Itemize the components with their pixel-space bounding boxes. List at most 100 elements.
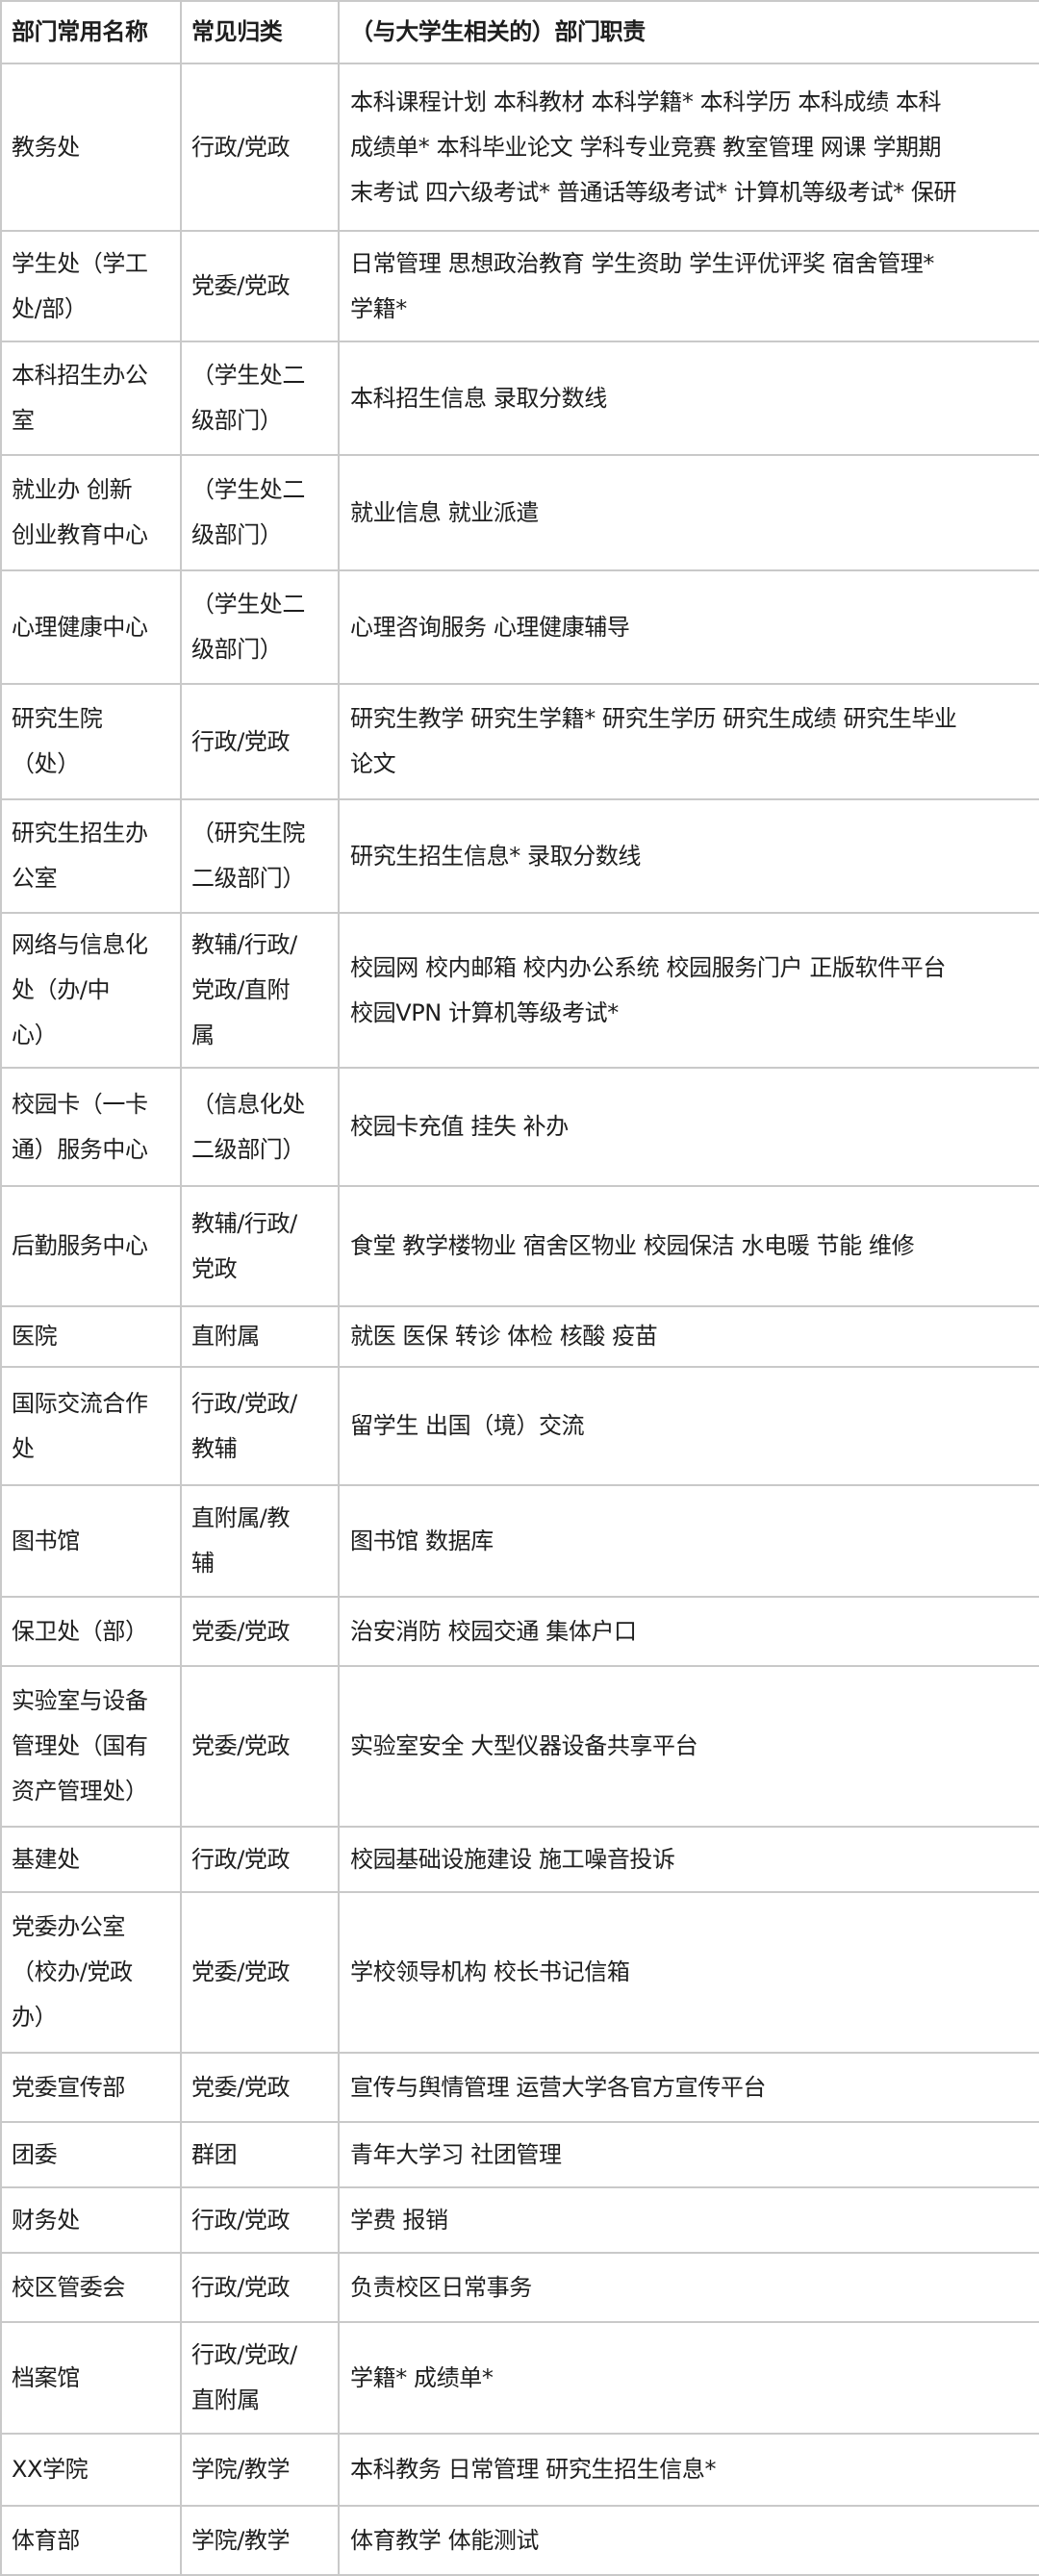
table-row: 保卫处（部） 党委/党政 治安消防 校园交通 集体户口 [0, 1596, 1039, 1667]
category-cell: 教辅/行政/ 党政/直附 属 [180, 912, 340, 1069]
department-name-cell: 党委办公室 （校办/党政 办） [0, 1891, 182, 2054]
table-row: 教务处 行政/党政 本科课程计划 本科教材 本科学籍* 本科学历 本科成绩 本科 成… [0, 63, 1039, 232]
category-cell: 党委/党政 [180, 1665, 340, 1828]
table-row: 学生处（学工 处/部） 党委/党政 日常管理 思想政治教育 学生资助 学生评优评奖 … [0, 230, 1039, 342]
category-cell: （信息化处 二级部门） [180, 1067, 340, 1187]
table-row: 基建处 行政/党政 校园基础设施建设 施工噪音投诉 [0, 1826, 1039, 1893]
category-cell: 学院/教学 [180, 2433, 340, 2507]
department-name-cell: 后勤服务中心 [0, 1185, 182, 1307]
category-cell: 党委/党政 [180, 230, 340, 342]
department-name-cell: 校园卡（一卡 通）服务中心 [0, 1067, 182, 1187]
department-name-cell: 校区管委会 [0, 2252, 182, 2323]
category-cell: 行政/党政 [180, 683, 340, 800]
category-cell: 党委/党政 [180, 2052, 340, 2123]
table-row: 研究生招生办 公室 （研究生院 二级部门） 研究生招生信息* 录取分数线 [0, 798, 1039, 914]
duties-cell: 就医 医保 转诊 体检 核酸 疫苗 [338, 1305, 1039, 1368]
table-row: 网络与信息化 处（办/中 心） 教辅/行政/ 党政/直附 属校园网 校内邮箱 校内… [0, 912, 1039, 1069]
duties-cell: 学费 报销 [338, 2186, 1039, 2254]
department-name-cell: 学生处（学工 处/部） [0, 230, 182, 342]
duties-cell: 校园基础设施建设 施工噪音投诉 [338, 1826, 1039, 1893]
department-name-cell: 本科招生办公 室 [0, 341, 182, 456]
duties-cell: 研究生教学 研究生学籍* 研究生学历 研究生成绩 研究生毕业 论文 [338, 683, 1039, 800]
table-row: 研究生院 （处） 行政/党政 研究生教学 研究生学籍* 研究生学历 研究生成绩 研究… [0, 683, 1039, 800]
department-name-cell: 实验室与设备 管理处（国有 资产管理处） [0, 1665, 182, 1828]
duties-cell: 研究生招生信息* 录取分数线 [338, 798, 1039, 914]
duties-cell: 治安消防 校园交通 集体户口 [338, 1596, 1039, 1667]
duties-cell: 心理咨询服务 心理健康辅导 [338, 569, 1039, 685]
table-row: 团委 群团 青年大学习 社团管理 [0, 2121, 1039, 2188]
category-cell: 教辅/行政/ 党政 [180, 1185, 340, 1307]
category-cell: 直附属/教 辅 [180, 1484, 340, 1598]
table-row: 实验室与设备 管理处（国有 资产管理处） 党委/党政 实验室安全 大型仪器设备共享平… [0, 1665, 1039, 1828]
duties-cell: 日常管理 思想政治教育 学生资助 学生评优评奖 宿舍管理* 学籍* [338, 230, 1039, 342]
duties-cell: 校园卡充值 挂失 补办 [338, 1067, 1039, 1187]
category-cell: 党委/党政 [180, 1596, 340, 1667]
category-cell: 行政/党政 [180, 63, 340, 232]
department-name-cell: 教务处 [0, 63, 182, 232]
department-name-cell: 就业办 创新 创业教育中心 [0, 454, 182, 571]
department-name-cell: 研究生招生办 公室 [0, 798, 182, 914]
table-row: 校园卡（一卡 通）服务中心 （信息化处 二级部门） 校园卡充值 挂失 补办 [0, 1067, 1039, 1187]
table-row: 本科招生办公 室（学生处二 级部门） 本科招生信息 录取分数线 [0, 341, 1039, 456]
duties-cell: 青年大学习 社团管理 [338, 2121, 1039, 2188]
department-name-cell: 财务处 [0, 2186, 182, 2254]
department-name-cell: 心理健康中心 [0, 569, 182, 685]
table-row: 党委宣传部 党委/党政 宣传与舆情管理 运营大学各官方宣传平台 [0, 2052, 1039, 2123]
department-name-cell: 保卫处（部） [0, 1596, 182, 1667]
header-duties: （与大学生相关的）部门职责 [338, 0, 1039, 64]
category-cell: 学院/教学 [180, 2505, 340, 2576]
category-cell: 行政/党政/ 直附属 [180, 2321, 340, 2435]
duties-cell: 体育教学 体能测试 [338, 2505, 1039, 2576]
department-name-cell: 团委 [0, 2121, 182, 2188]
category-cell: （学生处二 级部门） [180, 341, 340, 456]
table-row: 体育部 学院/教学 体育教学 体能测试 [0, 2505, 1039, 2576]
duties-cell: 学籍* 成绩单* [338, 2321, 1039, 2435]
duties-cell: 留学生 出国（境）交流 [338, 1366, 1039, 1486]
duties-cell: 就业信息 就业派遣 [338, 454, 1039, 571]
department-name-cell: XX学院 [0, 2433, 182, 2507]
department-name-cell: 基建处 [0, 1826, 182, 1893]
duties-cell: 学校领导机构 校长书记信箱 [338, 1891, 1039, 2054]
table-row: 就业办 创新 创业教育中心 （学生处二 级部门） 就业信息 就业派遣 [0, 454, 1039, 571]
category-cell: 行政/党政 [180, 2186, 340, 2254]
department-name-cell: 档案馆 [0, 2321, 182, 2435]
department-name-cell: 国际交流合作 处 [0, 1366, 182, 1486]
category-cell: 群团 [180, 2121, 340, 2188]
table-row: XX学院 学院/教学 本科教务 日常管理 研究生招生信息* [0, 2433, 1039, 2507]
duties-cell: 本科课程计划 本科教材 本科学籍* 本科学历 本科成绩 本科 成绩单* 本科毕业… [338, 63, 1039, 232]
category-cell: 行政/党政 [180, 2252, 340, 2323]
category-cell: 行政/党政/ 教辅 [180, 1366, 340, 1486]
department-name-cell: 研究生院 （处） [0, 683, 182, 800]
duties-cell: 宣传与舆情管理 运营大学各官方宣传平台 [338, 2052, 1039, 2123]
duties-cell: 食堂 教学楼物业 宿舍区物业 校园保洁 水电暖 节能 维修 [338, 1185, 1039, 1307]
table-row: 后勤服务中心 教辅/行政/ 党政 食堂 教学楼物业 宿舍区物业 校园保洁 水电暖 节… [0, 1185, 1039, 1307]
category-cell: （学生处二 级部门） [180, 454, 340, 571]
header-department-name: 部门常用名称 [0, 0, 182, 64]
table-row: 财务处 行政/党政 学费 报销 [0, 2186, 1039, 2254]
duties-cell: 实验室安全 大型仪器设备共享平台 [338, 1665, 1039, 1828]
duties-cell: 本科招生信息 录取分数线 [338, 341, 1039, 456]
table-row: 党委办公室 （校办/党政 办） 党委/党政 学校领导机构 校长书记信箱 [0, 1891, 1039, 2054]
department-name-cell: 医院 [0, 1305, 182, 1368]
table-row: 国际交流合作 处行政/党政/ 教辅 留学生 出国（境）交流 [0, 1366, 1039, 1486]
table-row: 档案馆 行政/党政/ 直附属 学籍* 成绩单* [0, 2321, 1039, 2435]
header-category: 常见归类 [180, 0, 340, 64]
table-row: 校区管委会 行政/党政 负责校区日常事务 [0, 2252, 1039, 2323]
table-header-row: 部门常用名称 常见归类 （与大学生相关的）部门职责 [0, 0, 1039, 64]
department-name-cell: 体育部 [0, 2505, 182, 2576]
category-cell: （研究生院 二级部门） [180, 798, 340, 914]
category-cell: 直附属 [180, 1305, 340, 1368]
table-row: 心理健康中心 （学生处二 级部门） 心理咨询服务 心理健康辅导 [0, 569, 1039, 685]
table-row: 医院 直附属 就医 医保 转诊 体检 核酸 疫苗 [0, 1305, 1039, 1368]
duties-cell: 负责校区日常事务 [338, 2252, 1039, 2323]
department-name-cell: 党委宣传部 [0, 2052, 182, 2123]
duties-cell: 图书馆 数据库 [338, 1484, 1039, 1598]
department-name-cell: 图书馆 [0, 1484, 182, 1598]
category-cell: 党委/党政 [180, 1891, 340, 2054]
department-name-cell: 网络与信息化 处（办/中 心） [0, 912, 182, 1069]
category-cell: （学生处二 级部门） [180, 569, 340, 685]
category-cell: 行政/党政 [180, 1826, 340, 1893]
table-row: 图书馆 直附属/教 辅图书馆 数据库 [0, 1484, 1039, 1598]
duties-cell: 本科教务 日常管理 研究生招生信息* [338, 2433, 1039, 2507]
